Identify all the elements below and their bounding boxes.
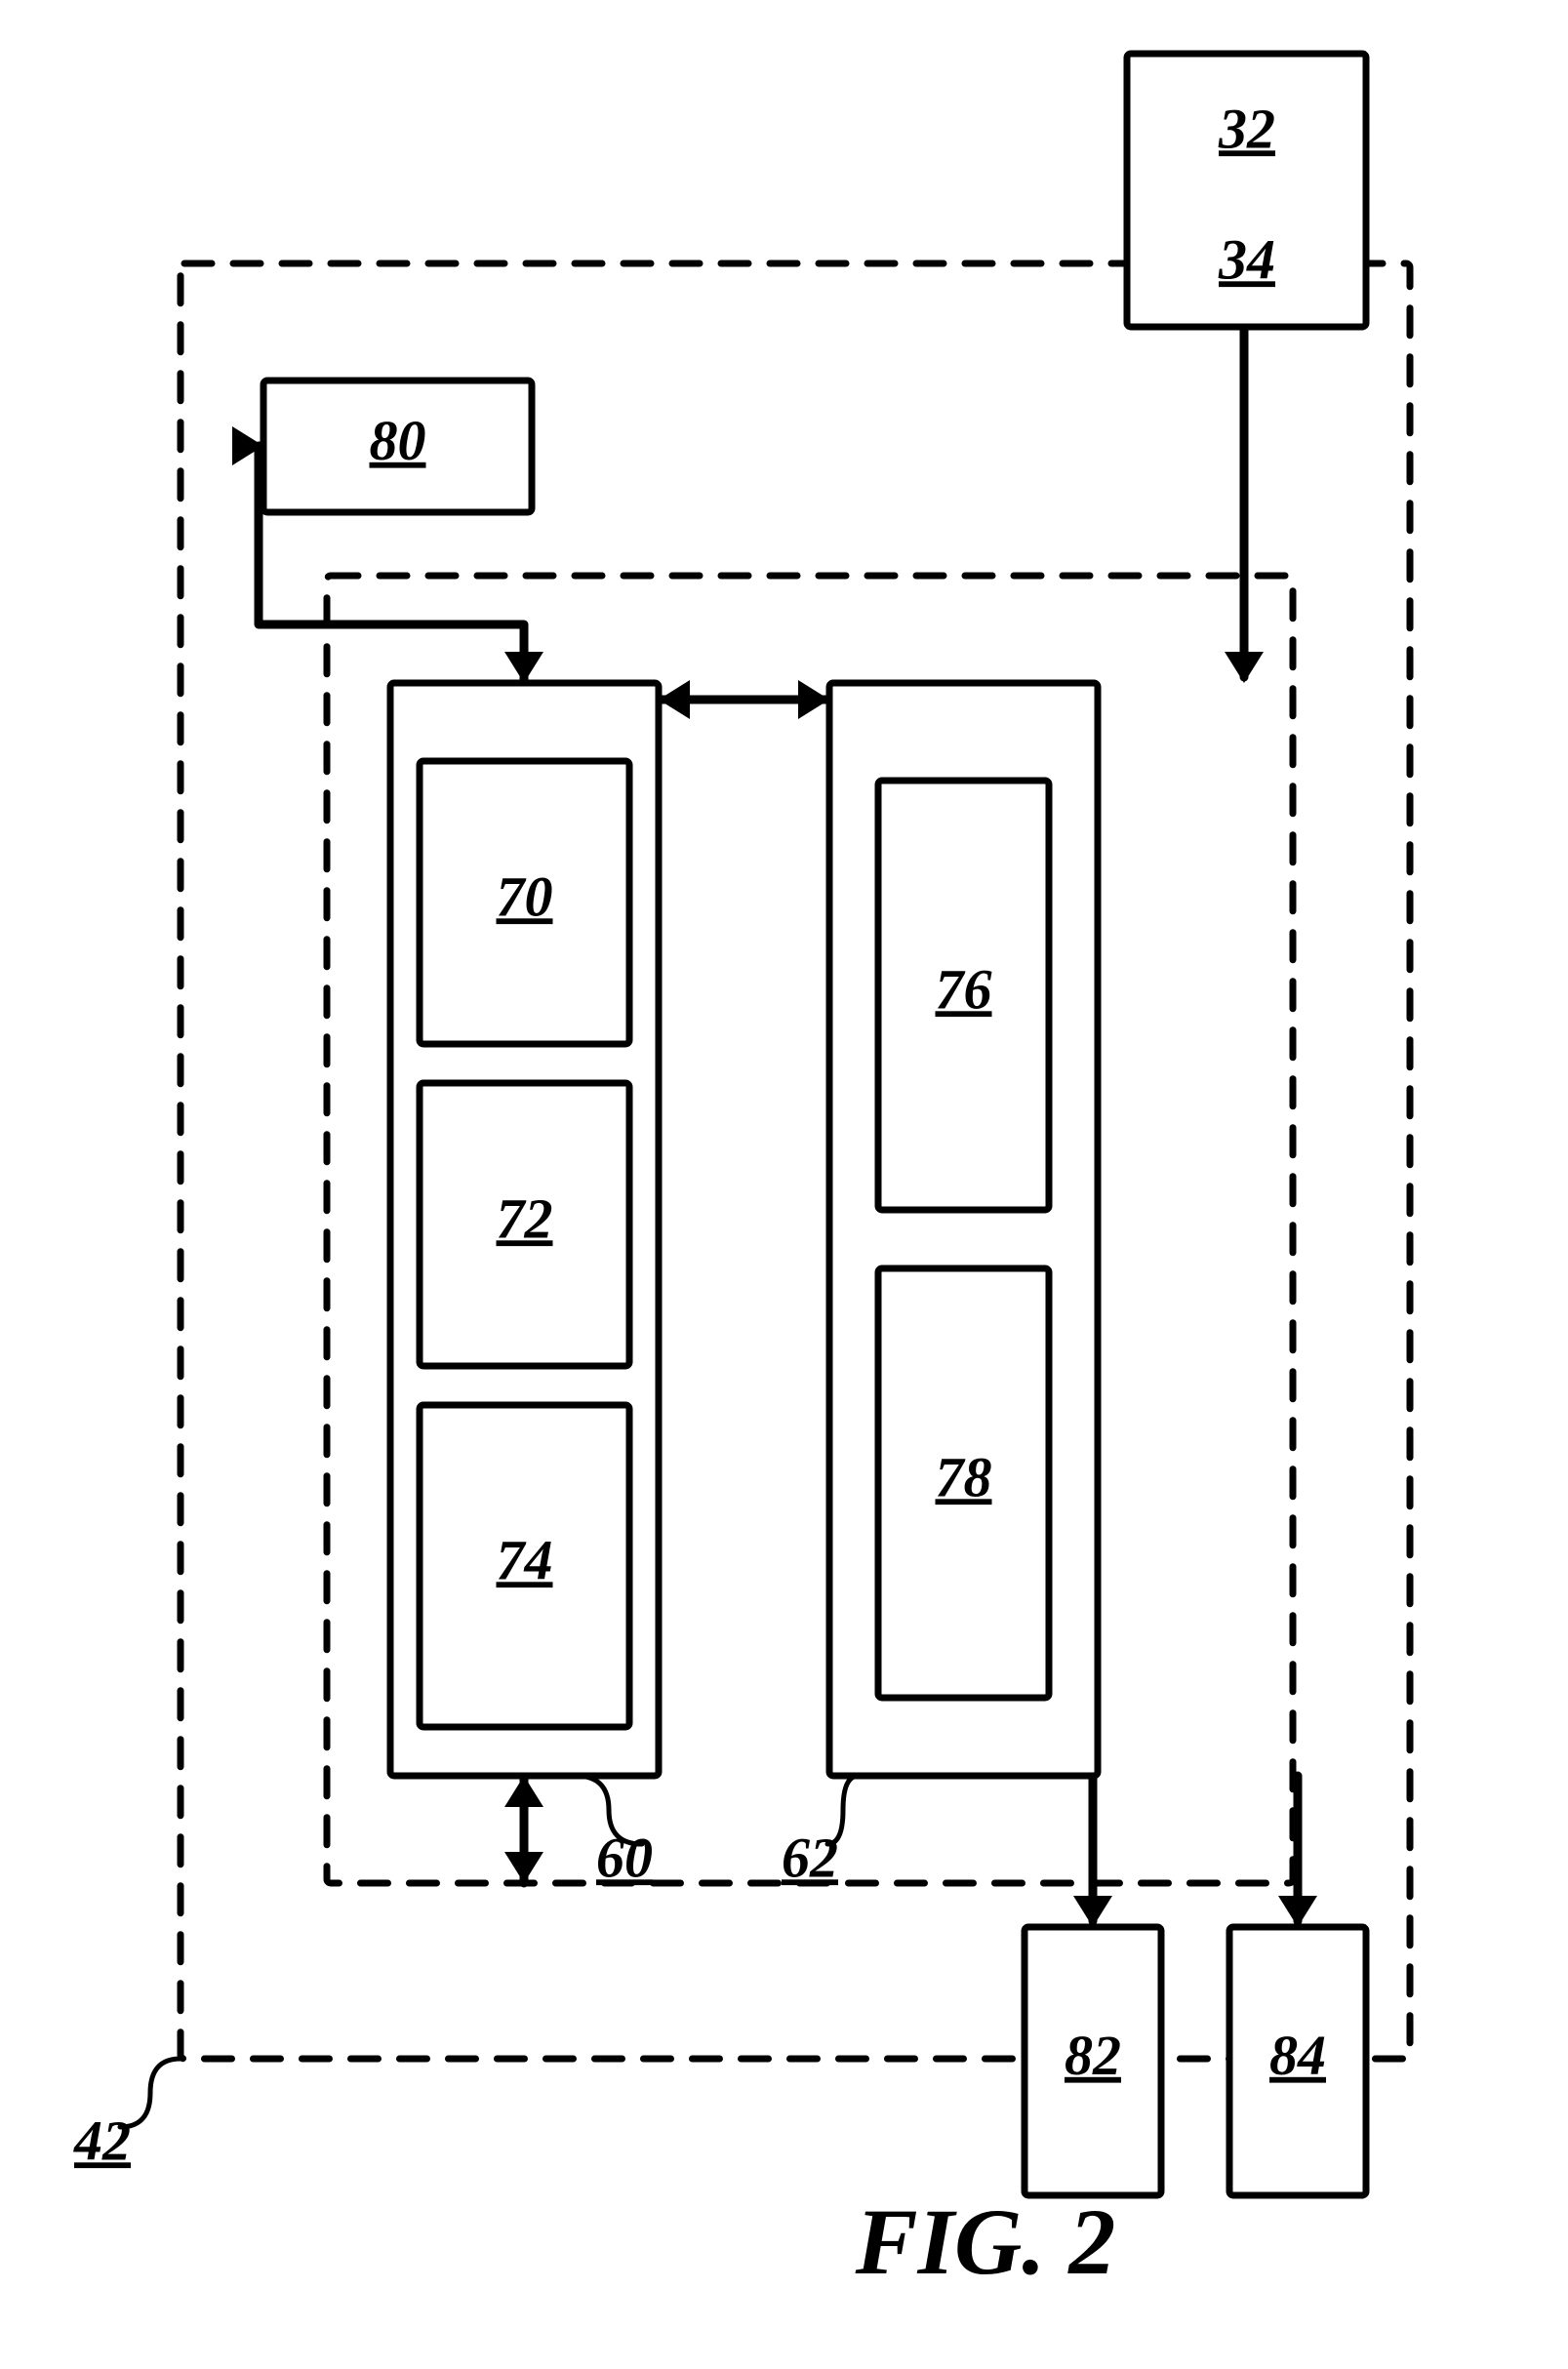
svg-text:80: 80 — [370, 409, 426, 472]
svg-text:84: 84 — [1269, 2024, 1326, 2087]
svg-text:42: 42 — [73, 2108, 131, 2172]
figure-2-block-diagram: 80 70 72 74 76 78 82 84 32 34 42 60 62 FIG. 2 — [0, 0, 1568, 2369]
svg-text:FIG. 2: FIG. 2 — [855, 2189, 1116, 2294]
svg-text:70: 70 — [497, 864, 553, 928]
svg-text:34: 34 — [1218, 227, 1275, 291]
svg-text:62: 62 — [782, 1826, 838, 1889]
svg-text:78: 78 — [936, 1445, 992, 1508]
svg-text:72: 72 — [497, 1186, 553, 1250]
svg-text:82: 82 — [1065, 2024, 1121, 2087]
svg-text:74: 74 — [497, 1528, 553, 1591]
svg-text:60: 60 — [596, 1826, 653, 1889]
svg-text:76: 76 — [936, 957, 992, 1021]
svg-text:32: 32 — [1218, 97, 1275, 160]
